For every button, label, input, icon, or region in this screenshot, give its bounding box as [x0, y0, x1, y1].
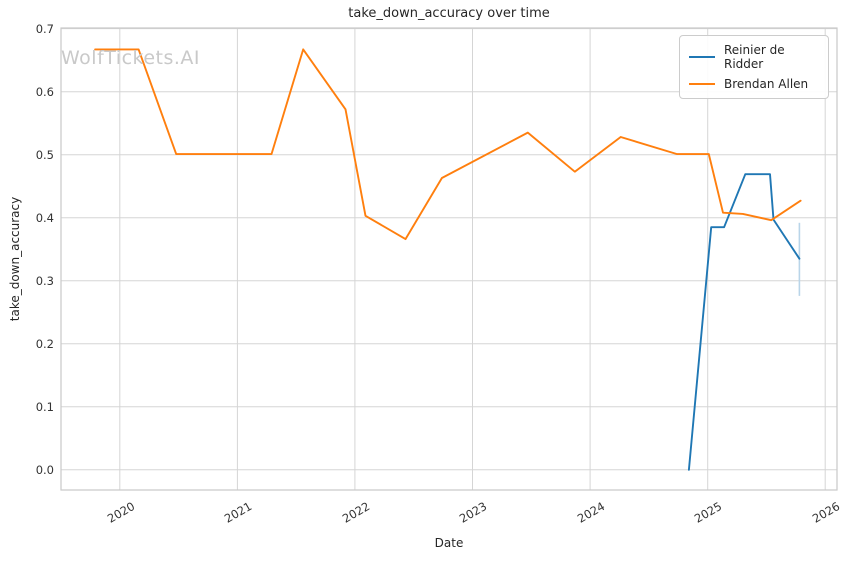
y-tick-label: 0.2 [35, 336, 54, 351]
x-axis-label: Date [434, 536, 464, 550]
y-tick-label: 0.3 [35, 273, 54, 288]
y-tick-label: 0.5 [35, 147, 54, 162]
legend-line-icon [689, 83, 715, 85]
legend-item-reinier-de-ridder: Reinier de Ridder [689, 43, 819, 71]
y-tick-label: 0.1 [35, 399, 54, 414]
legend-item-brendan-allen: Brendan Allen [689, 77, 819, 91]
watermark: WolfTickets.AI [61, 47, 201, 69]
chart-title: take_down_accuracy over time [348, 6, 550, 21]
y-axis-label: take_down_accuracy [8, 196, 22, 322]
y-tick-label: 0.6 [35, 84, 54, 99]
legend-label: Reinier de Ridder [724, 43, 785, 71]
legend-label: Brendan Allen [724, 77, 809, 91]
legend-line-icon [689, 56, 715, 58]
y-tick-label: 0.0 [35, 462, 54, 477]
y-tick-label: 0.4 [35, 210, 54, 225]
y-tick-label: 0.7 [35, 21, 54, 36]
legend: Reinier de Ridder Brendan Allen [679, 35, 829, 99]
